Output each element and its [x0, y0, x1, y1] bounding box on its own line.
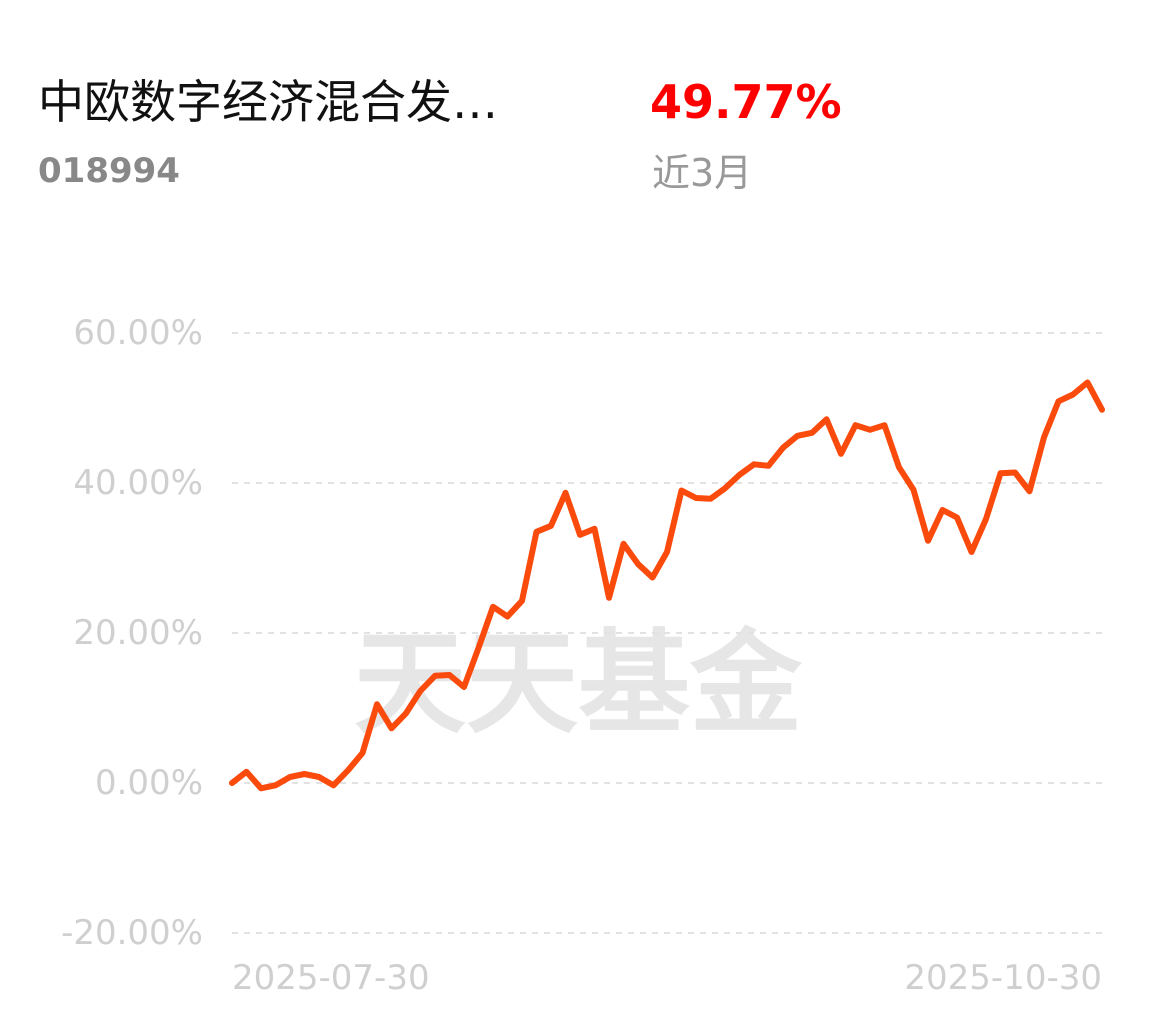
fund-code: 018994	[38, 151, 180, 191]
x-tick-label: 2025-07-30	[232, 958, 430, 998]
watermark: 天天基金	[354, 618, 803, 749]
return-line	[229, 379, 1105, 792]
y-tick-label: 60.00%	[73, 313, 203, 353]
fund-return: 49.77%	[650, 75, 842, 129]
fund-name[interactable]: 中欧数字经济混合发…	[38, 75, 498, 129]
y-tick-label: 40.00%	[73, 463, 203, 503]
y-tick-label: 0.00%	[95, 763, 203, 803]
return-period: 近3月	[652, 151, 752, 195]
y-tick-label: -20.00%	[61, 913, 203, 953]
x-tick-label: 2025-10-30	[904, 958, 1102, 998]
y-tick-label: 20.00%	[73, 613, 203, 653]
